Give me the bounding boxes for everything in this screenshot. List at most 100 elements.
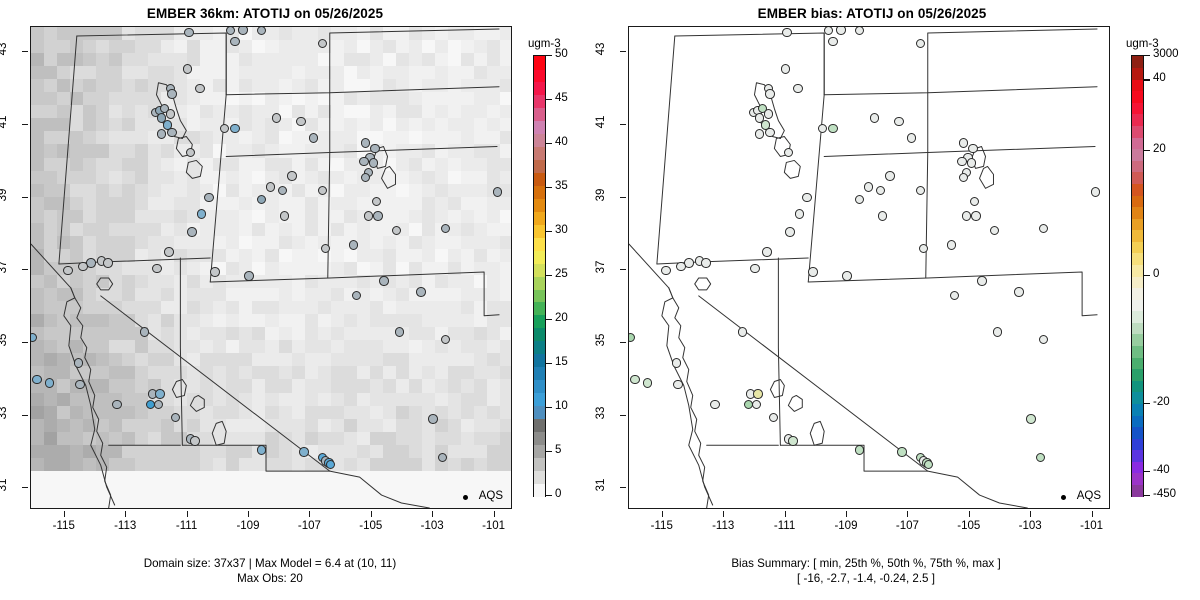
model-grid-cell <box>304 66 319 80</box>
model-grid-cell <box>122 340 136 354</box>
y-axis-tick <box>22 124 28 126</box>
aqs-site-marker <box>279 211 290 221</box>
model-grid-cell <box>135 144 149 159</box>
model-grid-cell <box>44 66 58 80</box>
model-grid-cell <box>148 301 162 315</box>
model-grid-cell <box>382 235 397 250</box>
model-grid-cell <box>460 79 475 93</box>
model-grid-cell <box>200 170 214 185</box>
model-grid-cell <box>434 53 449 67</box>
model-grid-cell <box>148 288 162 302</box>
colorbar-tick-label: -450 <box>1153 488 1177 500</box>
model-grid-cell <box>96 235 110 250</box>
colorbar-tick-label: 15 <box>555 356 568 368</box>
model-grid-cell <box>174 183 188 198</box>
model-grid-cell <box>460 66 475 80</box>
model-grid-cell <box>122 353 136 367</box>
model-grid-cell <box>408 92 423 106</box>
model-grid-cell <box>252 248 267 263</box>
model-grid-cell <box>239 248 254 263</box>
model-grid-cell <box>161 157 175 172</box>
model-grid-cell <box>434 405 449 420</box>
model-grid-cell <box>31 170 45 185</box>
x-axis-tick-label: -109 <box>236 520 260 532</box>
model-grid-cell <box>330 261 345 276</box>
model-grid-cell <box>356 105 371 119</box>
model-grid-cell <box>486 235 501 250</box>
model-grid-cell <box>408 275 423 289</box>
colorbar-segment <box>1132 322 1143 335</box>
model-grid-cell <box>317 353 332 367</box>
y-axis-tick-label: 35 <box>595 333 607 347</box>
model-grid-cell <box>83 92 97 106</box>
x-axis-tick <box>370 511 372 517</box>
model-grid-cell <box>200 53 214 67</box>
colorbar-segment <box>534 457 545 471</box>
model-grid-cell <box>382 53 397 67</box>
model-grid-cell <box>447 288 462 302</box>
model-grid-cell <box>161 53 175 67</box>
model-grid-cell <box>135 392 149 407</box>
colorbar-gradient-model <box>533 55 546 497</box>
model-grid-cell <box>226 261 241 276</box>
model-grid-cell <box>460 118 475 133</box>
model-grid-cell <box>187 105 201 119</box>
model-grid-cell <box>96 118 110 133</box>
model-grid-cell <box>226 327 241 341</box>
model-grid-cell <box>122 405 136 420</box>
model-grid-cell <box>369 379 384 394</box>
model-grid-cell <box>252 40 267 54</box>
model-grid-cell <box>356 196 371 211</box>
colorbar-segment <box>534 288 545 303</box>
model-grid-cell <box>70 314 84 328</box>
caption-bias-line2: [ -16, -2.7, -1.4, -0.24, 2.5 ] <box>797 572 935 585</box>
model-grid-cell <box>252 105 267 119</box>
aqs-site-marker <box>437 452 448 463</box>
model-grid-cell <box>369 235 384 250</box>
model-grid-cell <box>213 209 227 224</box>
model-grid-cell <box>473 327 488 341</box>
model-grid-cell <box>473 92 488 106</box>
model-grid-cell <box>434 235 449 250</box>
caption-bias-line1: Bias Summary: [ min, 25th %, 50th %, 75t… <box>731 557 1001 570</box>
model-grid-cell <box>369 353 384 367</box>
model-grid-cell <box>44 261 58 276</box>
model-grid-cell <box>96 157 110 172</box>
model-grid-cell <box>278 288 293 302</box>
model-grid-cell <box>109 92 123 106</box>
model-grid-cell <box>252 183 267 198</box>
aqs-site-marker <box>966 158 977 168</box>
x-axis-tick <box>1091 511 1093 517</box>
model-grid-cell <box>96 183 110 198</box>
model-grid-cell <box>135 275 149 289</box>
model-grid-cell <box>239 92 254 106</box>
model-grid-cell <box>330 131 345 146</box>
model-grid-cell <box>57 183 71 198</box>
model-grid-cell <box>434 131 449 146</box>
model-grid-cell <box>382 92 397 106</box>
colorbar-segment <box>1132 264 1143 277</box>
model-grid-cell <box>382 405 397 420</box>
model-grid-cell <box>226 288 241 302</box>
model-grid-cell <box>304 144 319 159</box>
colorbar-segment <box>1132 403 1143 416</box>
model-grid-cell <box>226 353 241 367</box>
model-grid-cell <box>473 235 488 250</box>
x-axis-tick-label: -107 <box>895 520 919 532</box>
model-grid-cell <box>447 170 462 185</box>
model-grid-cell <box>161 301 175 315</box>
model-grid-cell <box>395 183 410 198</box>
model-grid-cell <box>447 118 462 133</box>
model-grid-cell <box>330 170 345 185</box>
colorbar-segment <box>534 366 545 381</box>
model-grid-cell <box>57 248 71 263</box>
model-grid-cell <box>473 405 488 420</box>
model-grid-cell <box>460 327 475 341</box>
model-grid-cell <box>31 118 45 133</box>
model-grid-cell <box>291 131 306 146</box>
model-grid-cell <box>200 392 214 407</box>
model-grid-cell <box>369 105 384 119</box>
model-grid-cell <box>395 209 410 224</box>
colorbar-segment <box>534 314 545 329</box>
model-grid-cell <box>122 157 136 172</box>
